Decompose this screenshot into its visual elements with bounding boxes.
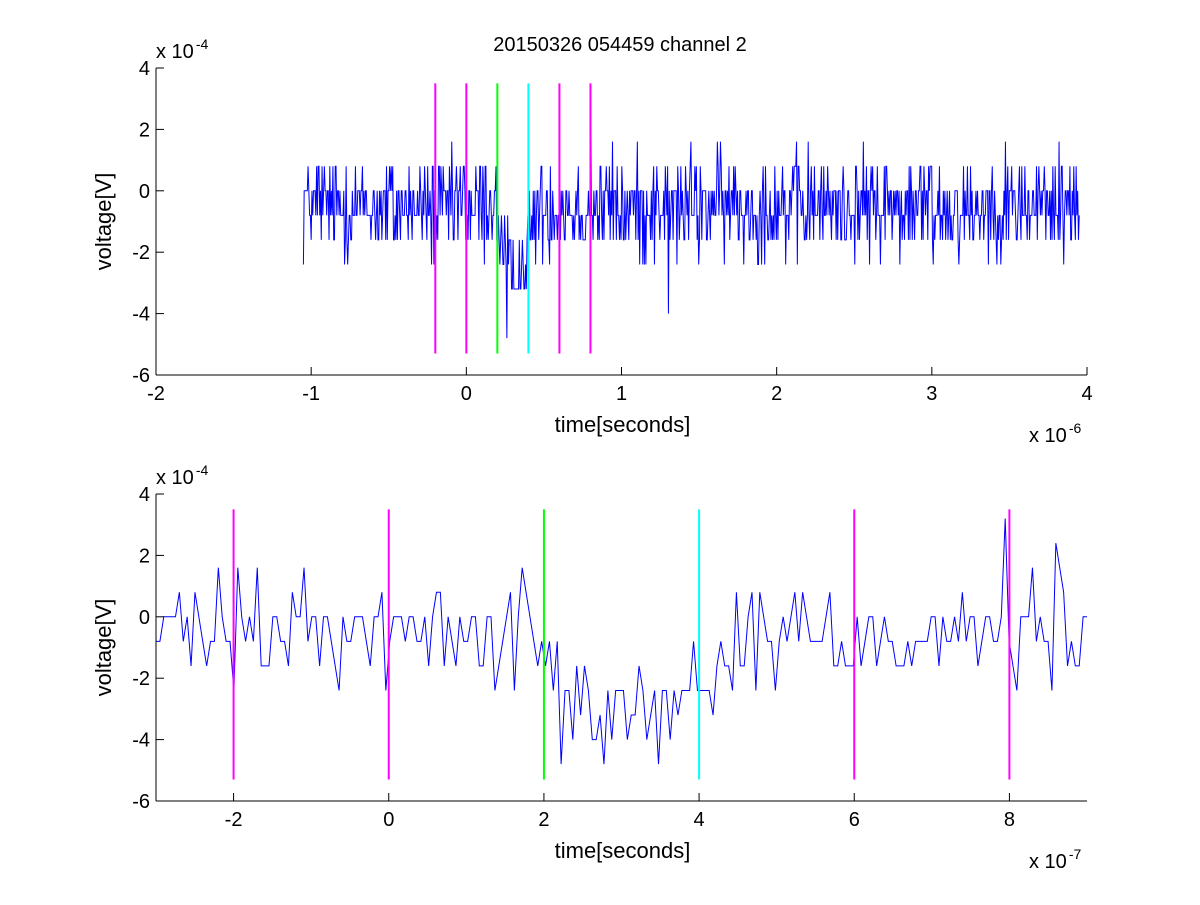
top-x-exponent-label: x 10 -6 (1029, 420, 1081, 447)
top-x-tick-label: 2 (771, 383, 782, 405)
top-marker-lines (434, 83, 592, 354)
bottom-x-exponent: -7 (1069, 846, 1082, 862)
bottom-x-tick-label: -2 (225, 809, 243, 831)
top-x-tick-label: 4 (1081, 383, 1092, 405)
bottom-x-tick-label: 2 (538, 809, 549, 831)
top-y-tick-label: 2 (139, 119, 150, 141)
bottom-panel: -2 0 2 4 6 8 -6 -4 -2 0 2 4 time[seconds] voltage[V… (91, 462, 1087, 873)
bottom-y-tick-label: 2 (139, 545, 150, 567)
top-x-multiplier: x 10 (1029, 425, 1067, 447)
bottom-y-multiplier: x 10 (156, 467, 194, 489)
top-x-tick-label: 3 (926, 383, 937, 405)
bottom-y-exponent-label: x 10 -4 (156, 462, 208, 489)
top-tick-labels: -2 -1 0 1 2 3 4 -6 -4 -2 0 2 4 (132, 58, 1092, 405)
bottom-x-tick-label: 6 (849, 809, 860, 831)
top-y-exponent-label: x 10 -4 (156, 36, 208, 63)
top-series-line (302, 92, 1080, 339)
top-y-tick-label: 0 (139, 181, 150, 203)
bottom-y-tick-label: 0 (139, 607, 150, 629)
bottom-y-axis-label: voltage[V] (91, 599, 116, 697)
top-y-exponent: -4 (196, 36, 209, 52)
top-axes (155, 67, 1088, 376)
top-y-tick-label: -2 (132, 242, 150, 264)
bottom-tick-labels: -2 0 2 4 6 8 -6 -4 -2 0 2 4 (132, 484, 1015, 831)
top-x-tick-label: -2 (147, 383, 165, 405)
top-panel: -2 -1 0 1 2 3 4 -6 -4 -2 0 2 4 time[seconds] voltage… (91, 36, 1093, 447)
bottom-y-tick-label: -6 (132, 791, 150, 813)
bottom-marker-lines (232, 509, 1011, 780)
bottom-x-exponent-label: x 10 -7 (1029, 846, 1081, 873)
bottom-x-multiplier: x 10 (1029, 851, 1067, 873)
bottom-signal-trace (156, 518, 1087, 765)
bottom-x-axis-label: time[seconds] (555, 838, 691, 863)
bottom-y-tick-label: -2 (132, 668, 150, 690)
top-x-tick-label: 0 (461, 383, 472, 405)
top-y-tick-label: -6 (132, 365, 150, 387)
bottom-y-tick-label: 4 (139, 484, 150, 506)
bottom-y-exponent: -4 (196, 462, 209, 478)
bottom-series-line (156, 518, 1087, 765)
bottom-x-tick-label: 4 (694, 809, 705, 831)
bottom-axes (155, 493, 1087, 802)
top-y-tick-label: -4 (132, 304, 150, 326)
top-x-axis-label: time[seconds] (555, 412, 691, 437)
top-x-tick-label: 1 (616, 383, 627, 405)
top-y-multiplier: x 10 (156, 41, 194, 63)
bottom-x-tick-label: 0 (383, 809, 394, 831)
top-x-tick-label: -1 (302, 383, 320, 405)
top-y-axis-label: voltage[V] (91, 173, 116, 271)
top-x-exponent: -6 (1069, 420, 1082, 436)
top-signal-trace (302, 92, 1080, 339)
top-y-tick-label: 4 (139, 58, 150, 80)
bottom-x-tick-label: 8 (1004, 809, 1015, 831)
figure-title: 20150326 054459 channel 2 (493, 34, 747, 56)
bottom-y-tick-label: -4 (132, 730, 150, 752)
